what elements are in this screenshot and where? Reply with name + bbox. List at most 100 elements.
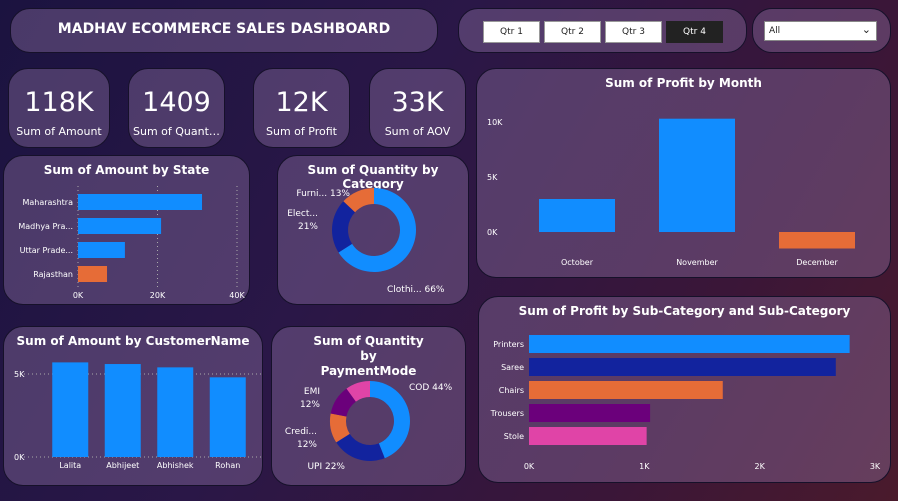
qtr-4-button[interactable]: Qtr 4 <box>666 21 723 43</box>
slice-label: Furni... 13% <box>296 189 350 199</box>
dashboard-title: MADHAV ECOMMERCE SALES DASHBOARD <box>57 21 391 37</box>
donut-slice <box>330 388 356 417</box>
y-tick-label: 5K <box>487 173 498 182</box>
qtr-2-button[interactable]: Qtr 2 <box>544 21 601 43</box>
chart-title: Sum of Quantity by Category <box>307 163 439 191</box>
chevron-down-icon: ⌄ <box>861 23 871 36</box>
qtr-3-button[interactable]: Qtr 3 <box>605 21 662 43</box>
bar <box>529 404 651 422</box>
kpi-label: Sum of AOV <box>384 125 451 138</box>
bar <box>779 232 855 249</box>
x-tick-label: 40K <box>229 291 245 300</box>
kpi-value: 1409 <box>142 87 211 118</box>
bar <box>78 194 203 210</box>
header-card: MADHAV ECOMMERCE SALES DASHBOARD <box>10 8 438 53</box>
chart-title: Sum of Amount by State <box>43 163 210 177</box>
donut-slice <box>332 201 356 253</box>
filter-card: All ⌄ <box>752 8 891 53</box>
slice-label: Credi... <box>285 427 317 437</box>
kpi-value: 33K <box>391 87 444 118</box>
quarter-slicer: Qtr 1 Qtr 2 Qtr 3 Qtr 4 <box>458 8 747 53</box>
chart-title: Sum of Profit by Month <box>605 76 762 90</box>
slice-label: COD 44% <box>409 383 453 393</box>
filter-dropdown[interactable]: All ⌄ <box>764 21 877 41</box>
y-category-label: Rajasthan <box>33 270 73 279</box>
y-category-label: Maharashtra <box>22 198 73 207</box>
slice-label: Elect... <box>287 209 318 219</box>
x-tick-label: 20K <box>150 291 166 300</box>
kpi-aov: 33K Sum of AOV <box>369 68 466 148</box>
y-category-label: Saree <box>501 363 524 372</box>
amount-by-customer-chart: Sum of Amount by CustomerName 0K 5K Lalita… <box>3 326 264 486</box>
x-category-label: November <box>676 258 718 267</box>
chart-svg: 0K 5K 10K October November December <box>487 118 855 267</box>
bar <box>104 364 141 457</box>
bar <box>52 362 89 457</box>
y-tick-label: 5K <box>14 370 25 379</box>
bar <box>157 367 194 457</box>
bar <box>659 118 735 232</box>
chart-svg: 0K 20K 40K Maharashtra Madhya Pra... Uttar Pr… <box>18 186 245 300</box>
dropdown-value: All <box>769 26 781 36</box>
donut-slice <box>330 413 350 443</box>
bar <box>209 377 246 457</box>
kpi-quantity: 1409 Sum of Quantity <box>128 68 225 148</box>
profit-by-subcategory-chart: Sum of Profit by Sub-Category and Sub-Ca… <box>478 296 891 483</box>
kpi-profit: 12K Sum of Profit <box>253 68 350 148</box>
x-tick-label: 3K <box>870 462 881 471</box>
profit-by-month-chart: Sum of Profit by Month 0K 5K 10K October Nov… <box>476 68 891 278</box>
donut-slice <box>336 433 385 461</box>
quantity-by-category-chart: Sum of Quantity by Category Clothi... 66… <box>277 155 469 305</box>
bar <box>78 266 108 282</box>
x-tick-label: 0K <box>73 291 84 300</box>
kpi-value: 12K <box>275 87 328 118</box>
chart-title: Sum of Quantity by PaymentMode <box>313 334 424 378</box>
kpi-label: Sum of Amount <box>16 125 102 138</box>
x-category-label: Abhishek <box>157 461 194 470</box>
y-category-label: Chairs <box>499 386 524 395</box>
x-category-label: October <box>561 258 594 267</box>
quantity-by-payment-chart: Sum of Quantity by PaymentMode COD 44% UP… <box>271 326 466 486</box>
x-category-label: December <box>796 258 838 267</box>
y-tick-label: 10K <box>487 118 503 127</box>
y-category-label: Madhya Pra... <box>18 222 73 231</box>
donut-slice <box>343 188 374 213</box>
bar <box>539 199 615 232</box>
x-category-label: Rohan <box>215 461 240 470</box>
donut-slice <box>370 381 410 459</box>
chart-svg: COD 44% UPI 22% Credi... 12% EMI 12% <box>285 381 453 472</box>
kpi-label: Sum of Profit <box>266 125 337 138</box>
y-category-label: Stole <box>504 432 524 441</box>
amount-by-state-chart: Sum of Amount by State 0K 20K 40K Maharasht… <box>3 155 250 305</box>
x-tick-label: 0K <box>524 462 535 471</box>
x-tick-label: 2K <box>754 462 765 471</box>
slice-label: 12% <box>300 400 320 410</box>
donut-slice <box>338 188 416 272</box>
qtr-1-button[interactable]: Qtr 1 <box>483 21 540 43</box>
chart-title: Sum of Amount by CustomerName <box>16 334 250 348</box>
bar <box>529 381 723 399</box>
y-tick-label: 0K <box>487 228 498 237</box>
bar <box>529 335 850 353</box>
y-category-label: Uttar Prade... <box>20 246 73 255</box>
kpi-value: 118K <box>24 87 94 118</box>
chart-svg: Clothi... 66% Elect... 21% Furni... 13% <box>287 188 445 295</box>
bar <box>529 358 836 376</box>
bar <box>529 427 647 445</box>
x-category-label: Abhijeet <box>106 461 139 470</box>
donut-slice <box>346 381 370 402</box>
slice-label: 12% <box>297 440 317 450</box>
chart-title: Sum of Profit by Sub-Category and Sub-Ca… <box>518 304 851 318</box>
kpi-amount: 118K Sum of Amount <box>8 68 110 148</box>
kpi-label: Sum of Quantity <box>133 125 223 138</box>
chart-svg: 0K 1K 2K 3K Printers Saree Chairs Trousers Stole <box>490 335 881 471</box>
y-category-label: Trousers <box>490 409 524 418</box>
slice-label: UPI 22% <box>307 462 345 472</box>
chart-svg: 0K 5K Lalita Abhijeet Abhishek Rohan <box>14 362 264 470</box>
bar <box>78 218 162 234</box>
y-category-label: Printers <box>493 340 524 349</box>
x-tick-label: 1K <box>639 462 650 471</box>
slice-label: EMI <box>304 387 320 397</box>
slice-label: 21% <box>298 222 318 232</box>
bar <box>78 242 125 258</box>
